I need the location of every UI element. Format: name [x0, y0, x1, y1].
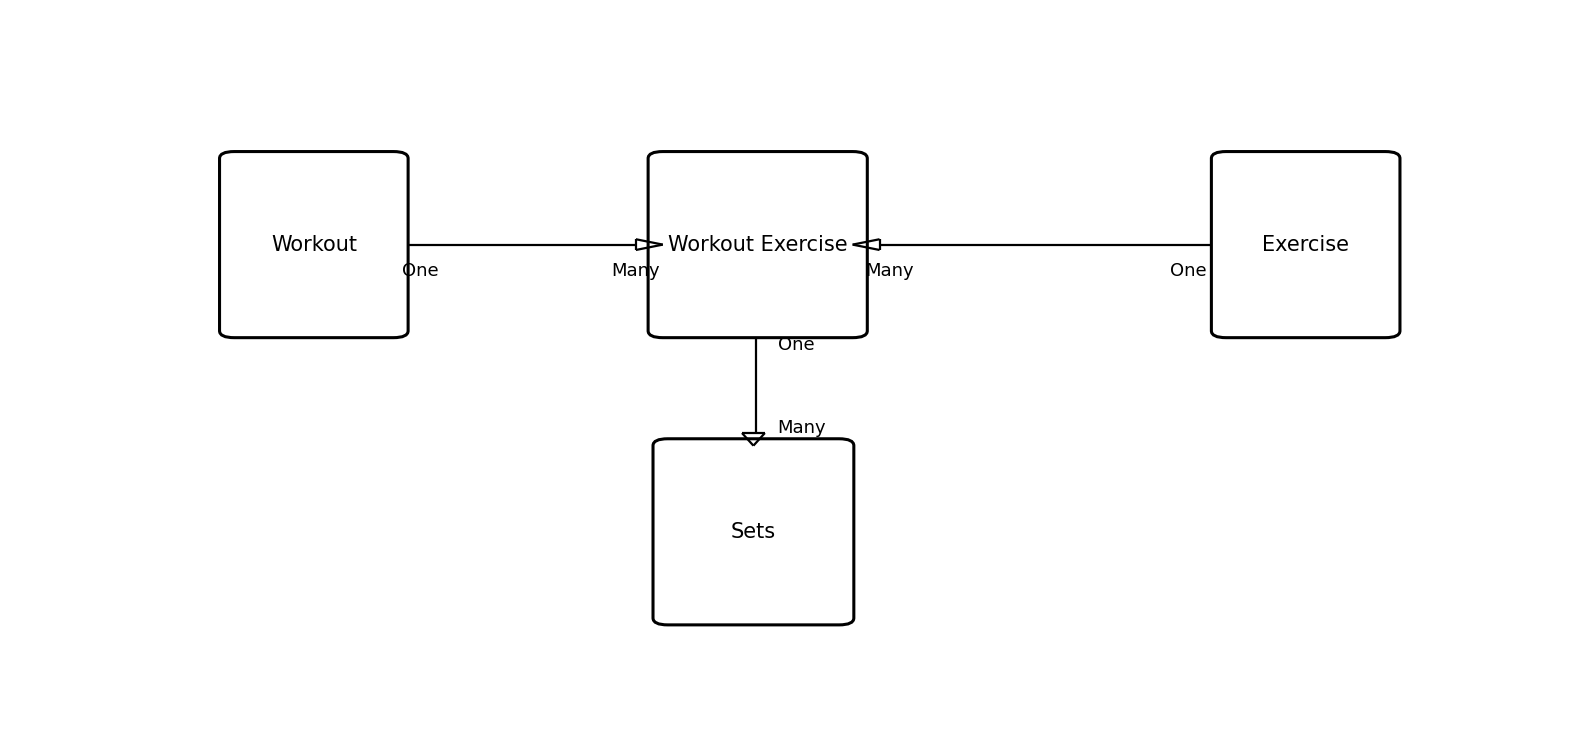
FancyBboxPatch shape [648, 151, 867, 338]
Text: Workout: Workout [270, 234, 357, 254]
FancyBboxPatch shape [653, 439, 853, 625]
Text: Many: Many [611, 262, 660, 280]
Text: Exercise: Exercise [1262, 234, 1349, 254]
Text: One: One [401, 262, 439, 280]
Text: One: One [777, 336, 814, 354]
Text: Many: Many [866, 262, 915, 280]
Text: Sets: Sets [732, 521, 776, 542]
FancyBboxPatch shape [220, 151, 408, 338]
Text: Many: Many [777, 419, 826, 437]
FancyBboxPatch shape [1212, 151, 1400, 338]
Text: One: One [1171, 262, 1207, 280]
Text: Workout Exercise: Workout Exercise [668, 234, 847, 254]
